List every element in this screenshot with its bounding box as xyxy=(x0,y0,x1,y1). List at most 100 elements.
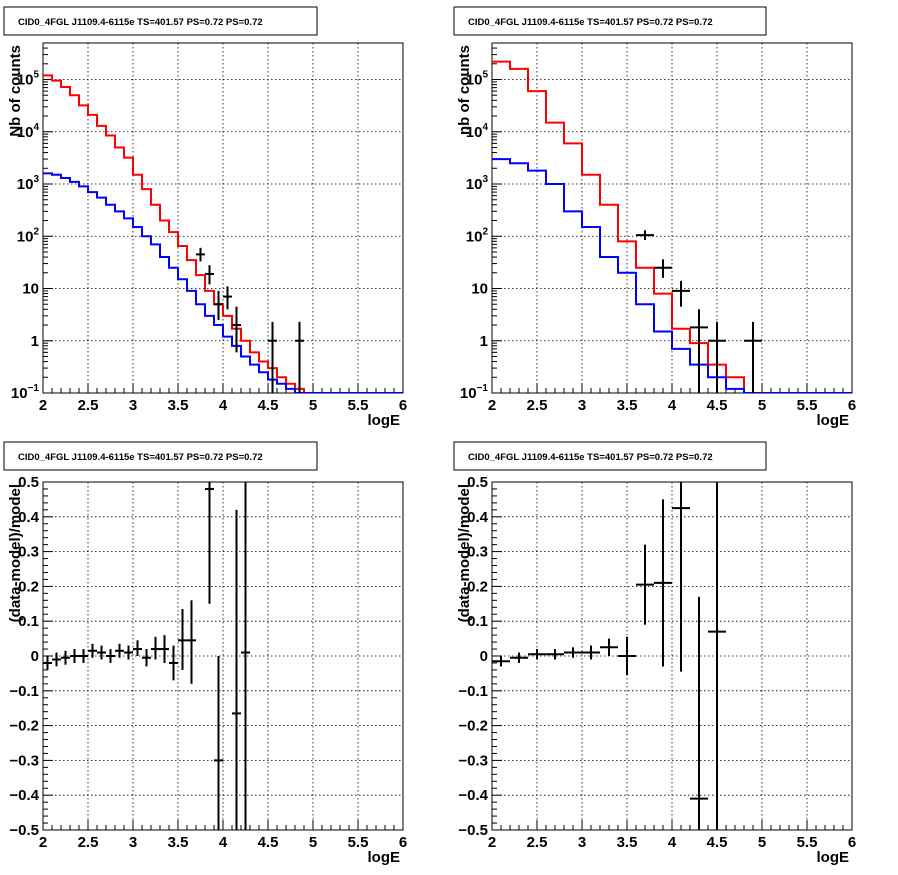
data-point-errorbar xyxy=(654,259,672,278)
x-tick-label: 5.5 xyxy=(797,397,818,414)
data-point-errorbar xyxy=(232,509,241,830)
y-tick-label: 105 xyxy=(17,70,40,89)
data-point-errorbar xyxy=(178,609,187,670)
x-tick-label: 4.5 xyxy=(258,397,279,414)
y-tick-label: 102 xyxy=(466,226,489,245)
counts-panel-right: CID0_4FGL J1109.4-6115e TS=401.57 PS=0.7… xyxy=(453,6,856,429)
data-point-errorbar xyxy=(492,656,510,667)
y-axis-title: Nb of counts xyxy=(7,45,24,137)
data-point-errorbar xyxy=(52,652,61,667)
y-tick-label: 0.5 xyxy=(467,474,488,491)
source-model-step-line xyxy=(43,172,403,393)
data-point-errorbar xyxy=(160,635,169,663)
data-point-errorbar xyxy=(528,649,546,660)
x-tick-label: 2.5 xyxy=(78,397,99,414)
data-point-errorbar xyxy=(672,482,690,672)
data-point-errorbar xyxy=(151,636,160,660)
data-point-errorbar xyxy=(600,638,618,656)
title-box: CID0_4FGL J1109.4-6115e TS=401.57 PS=0.7… xyxy=(453,6,767,36)
y-tick-label: 10 xyxy=(471,281,488,298)
x-tick-label: 3.5 xyxy=(617,834,638,851)
data-point-errorbar xyxy=(97,645,106,660)
x-tick-label: 2.5 xyxy=(527,397,548,414)
residual-panel-left: CID0_4FGL J1109.4-6115e TS=401.57 PS=0.7… xyxy=(3,441,407,866)
x-axis-title: logE xyxy=(817,849,850,866)
plot-area xyxy=(492,482,726,830)
y-tick-label: 0 xyxy=(480,648,488,665)
y-tick-label: 0.4 xyxy=(467,509,489,526)
y-tick-label: −0.4 xyxy=(458,787,488,804)
x-tick-label: 4.5 xyxy=(258,834,279,851)
y-tick-label: −0.3 xyxy=(458,752,488,769)
y-tick-label: −0.2 xyxy=(458,718,488,735)
x-tick-label: 4.5 xyxy=(707,834,728,851)
data-point-errorbar xyxy=(61,650,70,665)
data-point-errorbar xyxy=(214,290,223,320)
plot-area xyxy=(492,60,852,393)
data-point-errorbar xyxy=(708,321,726,393)
data-point-errorbar xyxy=(672,280,690,307)
data-point-errorbar xyxy=(205,265,214,285)
y-tick-label: 0.3 xyxy=(467,544,488,561)
y-tick-label: 105 xyxy=(466,70,489,89)
x-tick-label: 6 xyxy=(399,397,407,414)
x-tick-label: 2 xyxy=(488,834,496,851)
data-point-errorbar xyxy=(636,544,654,625)
y-tick-label: −0.2 xyxy=(9,718,39,735)
data-point-errorbar xyxy=(115,643,124,658)
x-tick-label: 4 xyxy=(668,834,677,851)
data-point-errorbar xyxy=(582,645,600,660)
x-tick-label: 3 xyxy=(129,834,137,851)
data-point-errorbar xyxy=(618,636,636,676)
y-tick-label: 103 xyxy=(466,174,489,193)
y-tick-label: 10−1 xyxy=(460,383,489,402)
data-point-errorbar xyxy=(124,645,133,660)
x-axis-title: logE xyxy=(368,412,401,429)
x-tick-label: 2 xyxy=(39,397,47,414)
y-tick-label: 10−1 xyxy=(11,383,40,402)
x-axis-title: logE xyxy=(817,412,850,429)
data-point-errorbar xyxy=(636,230,654,240)
chart-title: CID0_4FGL J1109.4-6115e TS=401.57 PS=0.7… xyxy=(468,17,713,28)
counts-panel-left: CID0_4FGL J1109.4-6115e TS=401.57 PS=0.7… xyxy=(3,6,407,429)
x-tick-label: 2.5 xyxy=(78,834,99,851)
data-point-errorbar xyxy=(564,647,582,658)
y-tick-label: 104 xyxy=(466,122,489,141)
y-tick-label: −0.1 xyxy=(458,683,488,700)
data-point-errorbar xyxy=(510,652,528,663)
y-tick-label: 103 xyxy=(17,174,40,193)
x-tick-label: 5 xyxy=(758,834,766,851)
x-tick-label: 5.5 xyxy=(348,834,369,851)
x-tick-label: 6 xyxy=(399,834,407,851)
plot-area xyxy=(43,74,403,393)
plot-area xyxy=(43,482,250,830)
data-point-errorbar xyxy=(79,649,88,663)
x-tick-label: 4 xyxy=(219,834,228,851)
data-point-errorbar xyxy=(214,656,223,830)
y-tick-label: 1 xyxy=(31,333,39,350)
data-point-errorbar xyxy=(169,645,178,681)
data-point-errorbar xyxy=(142,649,151,667)
title-box: CID0_4FGL J1109.4-6115e TS=401.57 PS=0.7… xyxy=(453,441,767,471)
data-point-errorbar xyxy=(241,482,250,830)
y-axis-title: nb of counts xyxy=(456,45,473,135)
y-tick-label: −0.4 xyxy=(9,787,39,804)
y-tick-label: 1 xyxy=(480,333,488,350)
data-point-errorbar xyxy=(708,482,726,830)
x-tick-label: 3 xyxy=(129,397,137,414)
residual-panel-right: CID0_4FGL J1109.4-6115e TS=401.57 PS=0.7… xyxy=(453,441,856,866)
chart-title: CID0_4FGL J1109.4-6115e TS=401.57 PS=0.7… xyxy=(468,452,713,463)
y-tick-label: 0.3 xyxy=(18,544,39,561)
x-tick-label: 2 xyxy=(39,834,47,851)
data-point-errorbar xyxy=(744,321,762,393)
data-point-errorbar xyxy=(232,306,241,353)
x-tick-label: 2 xyxy=(488,397,496,414)
data-point-errorbar xyxy=(223,286,232,310)
data-point-errorbar xyxy=(133,640,142,656)
y-tick-label: 0.4 xyxy=(18,509,40,526)
data-point-errorbar xyxy=(295,321,304,393)
y-tick-label: −0.5 xyxy=(9,822,39,839)
title-box: CID0_4FGL J1109.4-6115e TS=401.57 PS=0.7… xyxy=(3,441,318,471)
x-tick-label: 3.5 xyxy=(168,397,189,414)
y-tick-label: 0.2 xyxy=(18,578,39,595)
